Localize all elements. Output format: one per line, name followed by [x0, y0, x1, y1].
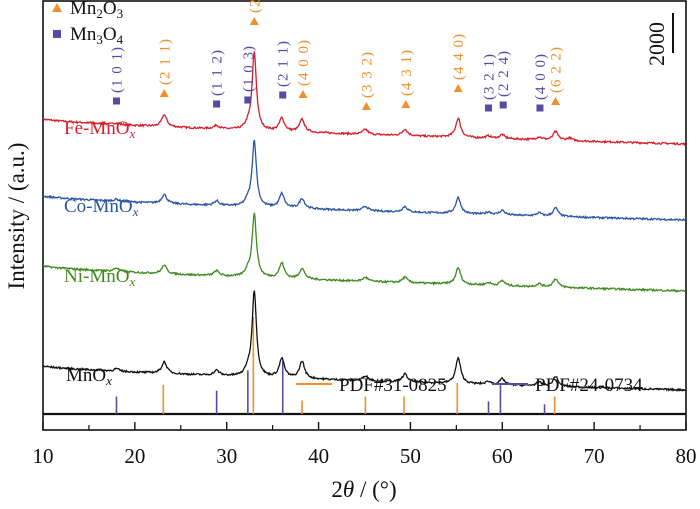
intensity-scale-bar: 2000 [644, 13, 674, 66]
mn2o3-triangle-marker [298, 90, 308, 98]
mn2o3-triangle-marker [453, 84, 463, 92]
mn2o3-hkl-label: (3 3 2) [359, 51, 375, 98]
sample-label-fe-mnox: Fe-MnOx [64, 118, 135, 141]
trace-mnox [43, 290, 686, 392]
mn3o4-hkl-label: (2 1 1) [276, 40, 292, 87]
mn2o3-legend-label: Mn2O3 [70, 0, 123, 21]
x-tick-label: 20 [124, 444, 145, 468]
trace-co-mnox [43, 139, 686, 222]
mn2o3-hkl-label: (4 4 0) [451, 33, 467, 80]
x-axis-tick-labels: 10 20 30 40 50 60 70 80 [33, 444, 697, 468]
xrd-traces [43, 51, 686, 392]
mn2o3-legend-triangle-icon [52, 3, 62, 12]
mn3o4-square-marker [536, 104, 544, 112]
mn2o3-hkl-label: (4 0 0) [296, 39, 312, 86]
mn3o4-hkl-label: (3 2 1) [482, 53, 498, 100]
sample-labels: Fe-MnOx Co-MnOx Ni-MnOx MnOx [64, 118, 139, 388]
mn3o4-square-marker [213, 100, 221, 108]
sample-label-co-mnox: Co-MnOx [64, 196, 139, 219]
mn3o4-hkl-label: (2 2 4) [496, 50, 512, 97]
mn2o3-triangle-marker [249, 17, 259, 25]
mn3o4-hkl-label: (1 1 2) [210, 49, 226, 96]
sample-label-mnox: MnOx [66, 365, 112, 388]
phase-legend: Mn2O3 Mn3O4 [52, 0, 124, 47]
y-axis-title: Intensity / (a.u.) [4, 143, 29, 290]
reference-legend: PDF#31-0825 PDF#24-0734 [296, 375, 643, 396]
x-tick-label: 40 [308, 444, 329, 468]
x-tick-label: 70 [584, 444, 605, 468]
mn3o4-legend-label: Mn3O4 [70, 24, 124, 47]
mn3o4-square-marker [279, 91, 287, 99]
mn3o4-hkl-label: (1 0 3) [241, 45, 257, 92]
pdf-24-0734-legend-label: PDF#24-0734 [535, 375, 643, 396]
mn2o3-triangle-marker [401, 100, 411, 108]
mn2o3-hkl-label: (2 2 2) [247, 0, 263, 13]
x-tick-label: 30 [216, 444, 237, 468]
hkl-annotations: (1 0 1) (1 1 2) (1 0 3) (2 1 1) (3 2 1)(2 2 … [109, 0, 564, 100]
mn2o3-hkl-label: (4 3 1) [399, 49, 415, 96]
mn3o4-square-marker [499, 101, 507, 109]
scale-bar-label: 2000 [644, 22, 669, 66]
mn3o4-legend-square-icon [53, 30, 61, 38]
mn2o3-triangle-marker [551, 97, 561, 105]
mn3o4-hkl-label: (1 0 1) [109, 46, 125, 93]
mn3o4-square-marker [244, 96, 252, 104]
mn2o3-triangle-marker [361, 102, 371, 110]
mn2o3-hkl-label: (6 2 2) [549, 46, 565, 93]
mn3o4-square-marker [112, 97, 120, 105]
sample-label-ni-mnox: Ni-MnOx [64, 266, 135, 289]
mn2o3-triangle-marker [159, 89, 169, 97]
x-tick-label: 60 [492, 444, 513, 468]
x-tick-label: 10 [33, 444, 54, 468]
trace-ni-mnox [43, 212, 686, 293]
mn3o4-square-marker [485, 104, 493, 112]
x-tick-label: 50 [400, 444, 421, 468]
pdf-31-0825-legend-label: PDF#31-0825 [339, 375, 447, 396]
phase-markers [112, 17, 561, 112]
reference-lines [115, 317, 556, 414]
mn2o3-hkl-label: (2 1 1) [157, 38, 173, 85]
x-axis-ticks [42, 422, 687, 430]
x-tick-label: 80 [676, 444, 697, 468]
mn3o4-hkl-label: (4 0 0) [533, 53, 549, 100]
trace-fe-mnox [43, 51, 686, 147]
x-axis-title: 2θ / (°) [331, 477, 396, 502]
